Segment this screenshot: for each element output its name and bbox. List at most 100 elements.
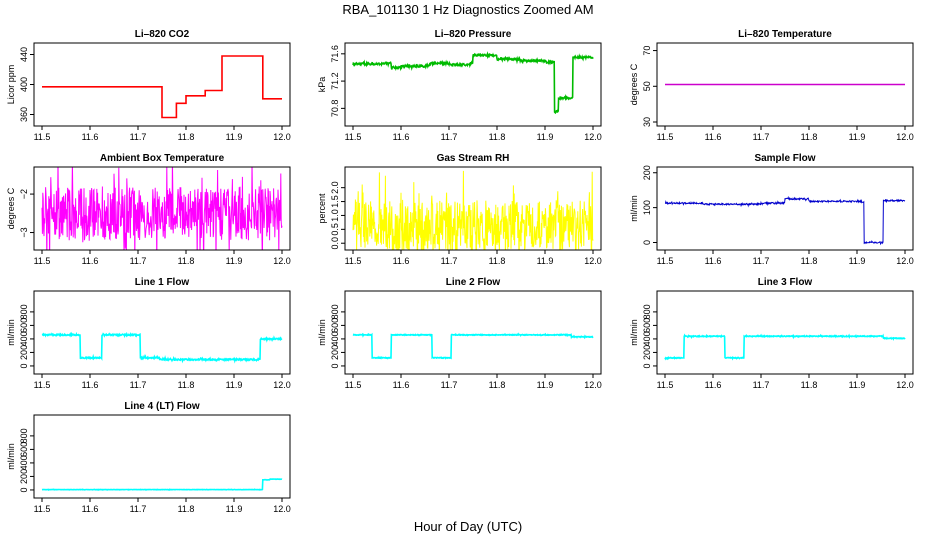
x-axis-title: Hour of Day (UTC): [414, 519, 522, 534]
x-tick-label: 11.5: [345, 380, 362, 390]
x-tick-label: 11.5: [657, 380, 674, 390]
data-series-line: [41, 331, 283, 364]
x-tick-label: 11.8: [178, 256, 195, 266]
data-series-line: [352, 332, 594, 360]
y-tick-label: 200: [642, 165, 652, 180]
panel-title: Ambient Box Temperature: [100, 153, 225, 164]
x-tick-label: 11.5: [34, 380, 51, 390]
y-tick-label: 400: [642, 331, 652, 346]
x-tick-label: 11.7: [130, 132, 147, 142]
data-series-line: [664, 333, 906, 361]
y-tick-label: 200: [330, 345, 340, 360]
x-tick-label: 11.7: [441, 132, 458, 142]
y-tick-label: −2: [19, 189, 29, 199]
x-tick-label: 11.7: [441, 380, 458, 390]
x-tick-label: 12.0: [273, 504, 291, 514]
y-tick-label: 0: [19, 363, 29, 368]
y-tick-label: 0: [19, 487, 29, 492]
x-tick-label: 11.5: [345, 132, 362, 142]
panel-title: Line 2 Flow: [446, 277, 501, 288]
plot-frame: [656, 42, 914, 127]
x-tick-label: 11.8: [489, 256, 506, 266]
panel-title: Line 1 Flow: [135, 277, 190, 288]
x-tick-label: 12.0: [273, 256, 291, 266]
data-series-line: [41, 167, 283, 250]
x-tick-label: 11.9: [849, 380, 866, 390]
y-tick-label: 0: [642, 363, 652, 368]
y-tick-label: 71.2: [330, 72, 340, 90]
figure-title: RBA_101130 1 Hz Diagnostics Zoomed AM: [342, 2, 593, 17]
chart-panel: Ambient Box Temperature 11.5 11.6 11.7 11.8 1…: [6, 153, 291, 266]
y-tick-label: 200: [642, 345, 652, 360]
x-tick-label: 11.8: [489, 132, 506, 142]
y-tick-label: 100: [642, 200, 652, 215]
x-tick-label: 11.5: [657, 256, 674, 266]
x-tick-label: 11.6: [705, 380, 722, 390]
x-tick-label: 11.7: [753, 256, 770, 266]
plot-frame: [33, 290, 291, 375]
x-tick-label: 11.9: [537, 380, 554, 390]
y-tick-label: 400: [19, 77, 29, 92]
y-tick-label: 70: [642, 46, 652, 56]
y-axis-label: degrees C: [6, 187, 16, 229]
x-tick-label: 11.9: [537, 256, 554, 266]
y-tick-label: 0.0: [330, 237, 340, 250]
y-axis-label: ml/min: [6, 319, 16, 346]
y-axis-label: ml/min: [629, 195, 639, 222]
plot-frame: [656, 290, 914, 375]
data-series-line: [41, 478, 283, 492]
y-tick-label: 0: [330, 363, 340, 368]
x-tick-label: 11.8: [489, 380, 506, 390]
x-tick-label: 11.6: [82, 504, 99, 514]
y-tick-label: 400: [19, 455, 29, 470]
y-axis-label: ml/min: [6, 443, 16, 470]
panel-title: Li–820 Temperature: [738, 29, 832, 40]
x-tick-label: 11.9: [226, 504, 243, 514]
x-tick-label: 11.6: [82, 380, 99, 390]
chart-panel: Line 1 Flow 11.5 11.6 11.7 11.8 11.9 12.0 0 2004…: [6, 277, 291, 390]
y-axis-label: Licor ppm: [6, 65, 16, 105]
y-tick-label: 1.0: [330, 209, 340, 222]
x-tick-label: 11.6: [705, 256, 722, 266]
y-tick-label: 30: [642, 117, 652, 127]
y-axis-label: ml/min: [629, 319, 639, 346]
x-tick-label: 11.5: [345, 256, 362, 266]
x-tick-label: 11.7: [130, 256, 147, 266]
panel-title: Line 4 (LT) Flow: [124, 401, 200, 412]
plot-frame: [656, 166, 914, 251]
x-tick-label: 11.6: [82, 256, 99, 266]
y-tick-label: 200: [19, 469, 29, 484]
x-tick-label: 11.5: [34, 504, 51, 514]
x-tick-label: 11.6: [393, 380, 410, 390]
x-tick-label: 11.8: [178, 132, 195, 142]
y-tick-label: 0: [642, 240, 652, 245]
y-tick-label: 600: [642, 318, 652, 333]
y-axis-label: ml/min: [317, 319, 327, 346]
y-tick-label: 0.5: [330, 223, 340, 236]
x-tick-label: 12.0: [273, 380, 291, 390]
x-tick-label: 11.7: [753, 380, 770, 390]
plot-frame: [33, 166, 291, 251]
y-tick-label: 200: [19, 345, 29, 360]
chart-panel: Li–820 Pressure 11.5 11.6 11.7 11.8 11.9 12.0 7…: [317, 29, 602, 142]
x-tick-label: 11.7: [441, 256, 458, 266]
x-tick-label: 12.0: [273, 132, 291, 142]
plot-frame: [344, 290, 602, 375]
y-tick-label: 800: [19, 428, 29, 443]
x-tick-label: 11.8: [801, 132, 818, 142]
plot-frame: [344, 42, 602, 127]
data-series-line: [664, 195, 906, 246]
y-tick-label: 50: [642, 81, 652, 91]
y-tick-label: 440: [19, 47, 29, 62]
x-tick-label: 12.0: [584, 256, 602, 266]
x-tick-label: 11.6: [705, 132, 722, 142]
y-tick-label: 70.8: [330, 100, 340, 118]
chart-panel: Li–820 CO2 11.5 11.6 11.7 11.8 11.9 12.0 360 400…: [6, 29, 291, 142]
x-tick-label: 11.9: [226, 380, 243, 390]
x-tick-label: 11.7: [130, 380, 147, 390]
chart-panel: Line 2 Flow 11.5 11.6 11.7 11.8 11.9 12.0 0 2004…: [317, 277, 602, 390]
y-axis-label: percent: [317, 193, 327, 224]
x-tick-label: 11.9: [537, 132, 554, 142]
